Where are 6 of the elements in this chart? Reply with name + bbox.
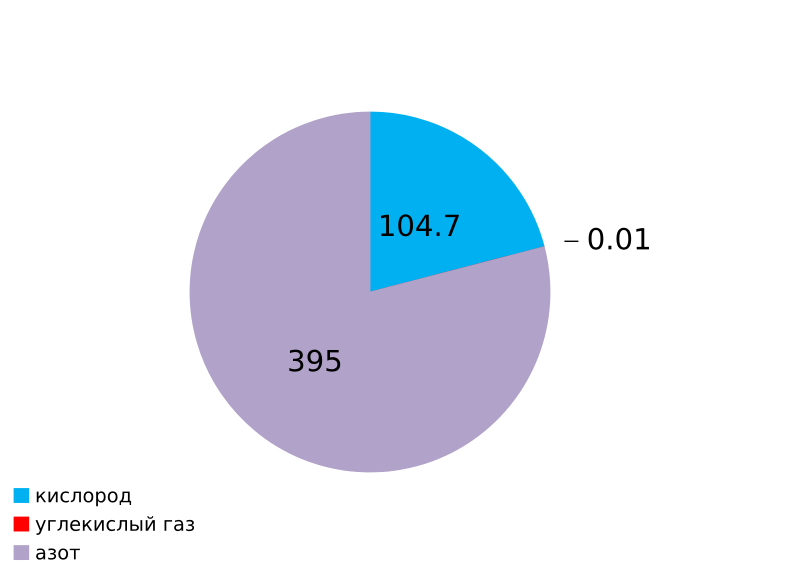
legend-label: углекислый газ	[36, 516, 194, 535]
legend-label: кислород	[36, 491, 132, 506]
data-label: 0.01	[588, 228, 649, 250]
legend-label: азот	[36, 548, 80, 560]
data-label: 104.7	[381, 214, 459, 236]
data-label: 395	[289, 350, 340, 372]
